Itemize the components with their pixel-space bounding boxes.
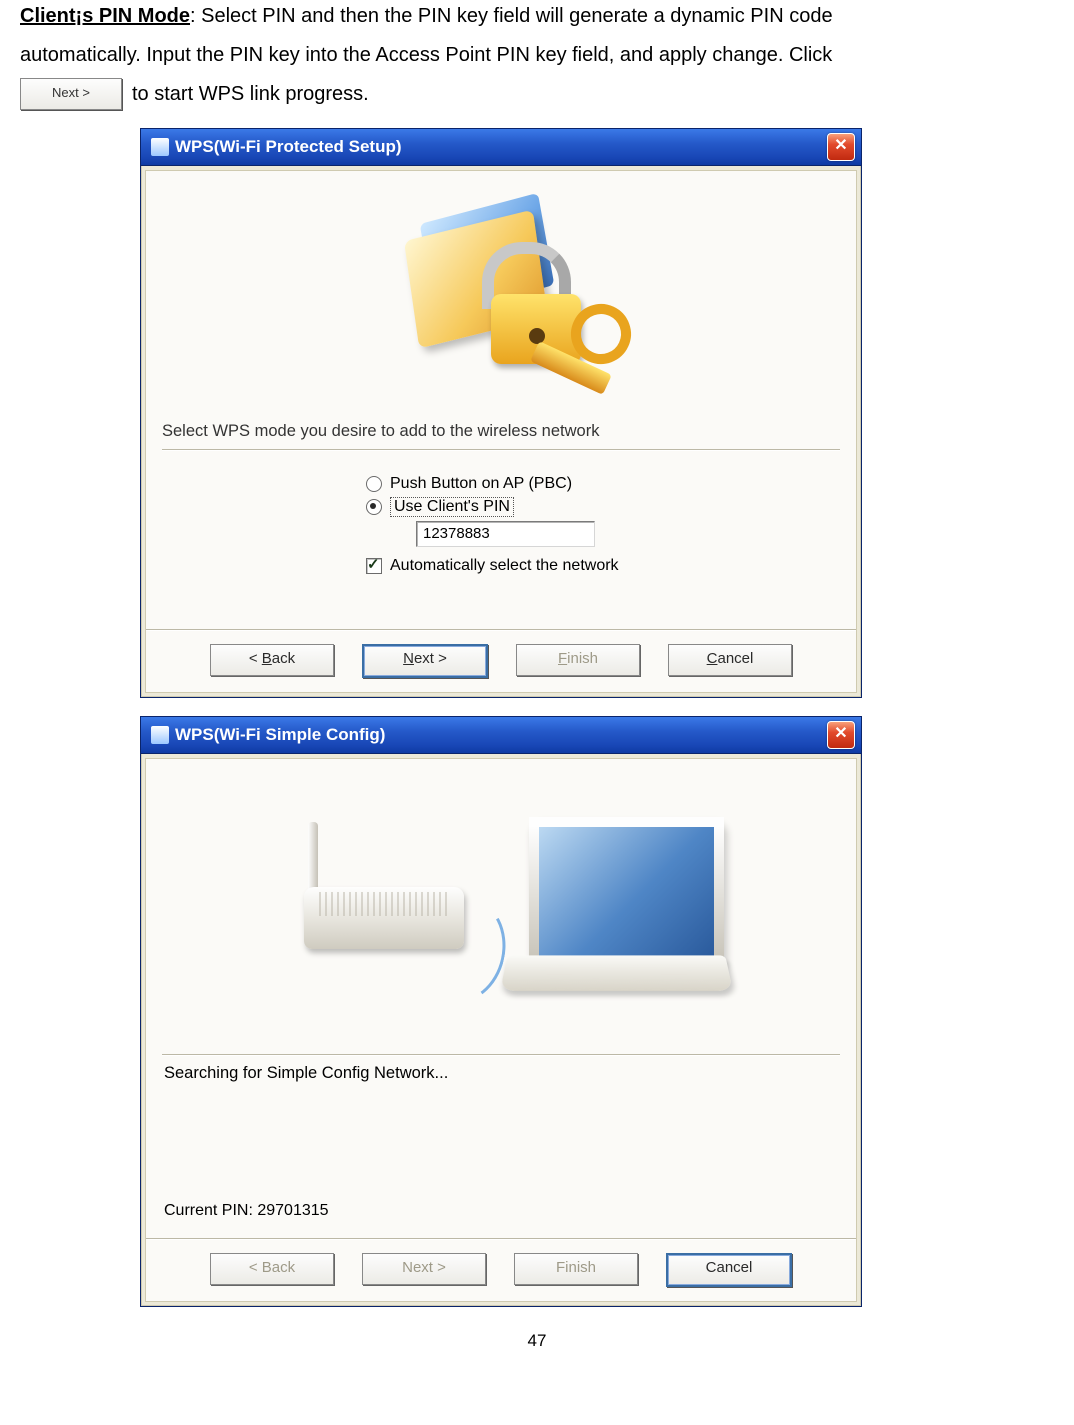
auto-select-label: Automatically select the network xyxy=(390,557,619,575)
header-graphic xyxy=(146,171,856,416)
close-icon[interactable]: ✕ xyxy=(827,133,855,161)
radio-pin[interactable] xyxy=(366,499,382,515)
back-button[interactable]: < Back xyxy=(210,644,334,676)
finish-button: Finish xyxy=(516,644,640,676)
laptop-icon xyxy=(499,812,729,1002)
pin-input[interactable]: 12378883 xyxy=(416,521,595,547)
dialog-title: WPS(Wi-Fi Protected Setup) xyxy=(175,137,402,157)
finish-button: Finish xyxy=(514,1253,638,1285)
radio-pbc[interactable] xyxy=(366,476,382,492)
next-button[interactable]: Next > xyxy=(362,644,488,678)
radio-pbc-label: Push Button on AP (PBC) xyxy=(390,475,572,493)
button-bar: < Back Next > Finish Cancel xyxy=(146,1238,856,1301)
status-text: Searching for Simple Config Network... xyxy=(146,1056,856,1087)
button-bar: < Back Next > Finish Cancel xyxy=(146,629,856,692)
radio-pin-label: Use Client's PIN xyxy=(390,497,514,517)
titlebar: WPS(Wi-Fi Protected Setup) ✕ xyxy=(141,129,861,166)
next-button: Next > xyxy=(362,1253,486,1285)
app-icon xyxy=(151,138,169,156)
auto-select-checkbox[interactable] xyxy=(366,558,382,574)
back-button: < Back xyxy=(210,1253,334,1285)
prompt-text: Select WPS mode you desire to add to the… xyxy=(146,416,856,449)
intro-line1-rest: : Select PIN and then the PIN key field … xyxy=(190,5,833,27)
intro-line3: Next > to start WPS link progress. xyxy=(20,78,1054,110)
dialog-title: WPS(Wi-Fi Simple Config) xyxy=(175,725,385,745)
auto-select-row[interactable]: Automatically select the network xyxy=(366,557,846,575)
intro-line1: Client¡s PIN Mode: Select PIN and then t… xyxy=(20,0,1054,33)
intro-line2: automatically. Input the PIN key into th… xyxy=(20,39,1054,72)
inline-next-button: Next > xyxy=(20,78,122,110)
radio-pin-row[interactable]: Use Client's PIN xyxy=(366,497,846,517)
titlebar: WPS(Wi-Fi Simple Config) ✕ xyxy=(141,717,861,754)
current-pin-text: Current PIN: 29701315 xyxy=(146,1087,856,1238)
wps-setup-dialog: WPS(Wi-Fi Protected Setup) ✕ S xyxy=(140,128,862,698)
radio-pbc-row[interactable]: Push Button on AP (PBC) xyxy=(366,475,846,493)
intro-line3-rest: to start WPS link progress. xyxy=(132,83,369,106)
close-icon[interactable]: ✕ xyxy=(827,721,855,749)
cancel-button[interactable]: Cancel xyxy=(668,644,792,676)
wps-config-dialog: WPS(Wi-Fi Simple Config) ✕ xyxy=(140,716,862,1307)
app-icon xyxy=(151,726,169,744)
page-number: 47 xyxy=(20,1331,1054,1351)
cancel-button[interactable]: Cancel xyxy=(666,1253,792,1287)
header-graphic xyxy=(146,759,856,1054)
intro-heading: Client¡s PIN Mode xyxy=(20,5,190,27)
router-icon xyxy=(274,832,474,982)
